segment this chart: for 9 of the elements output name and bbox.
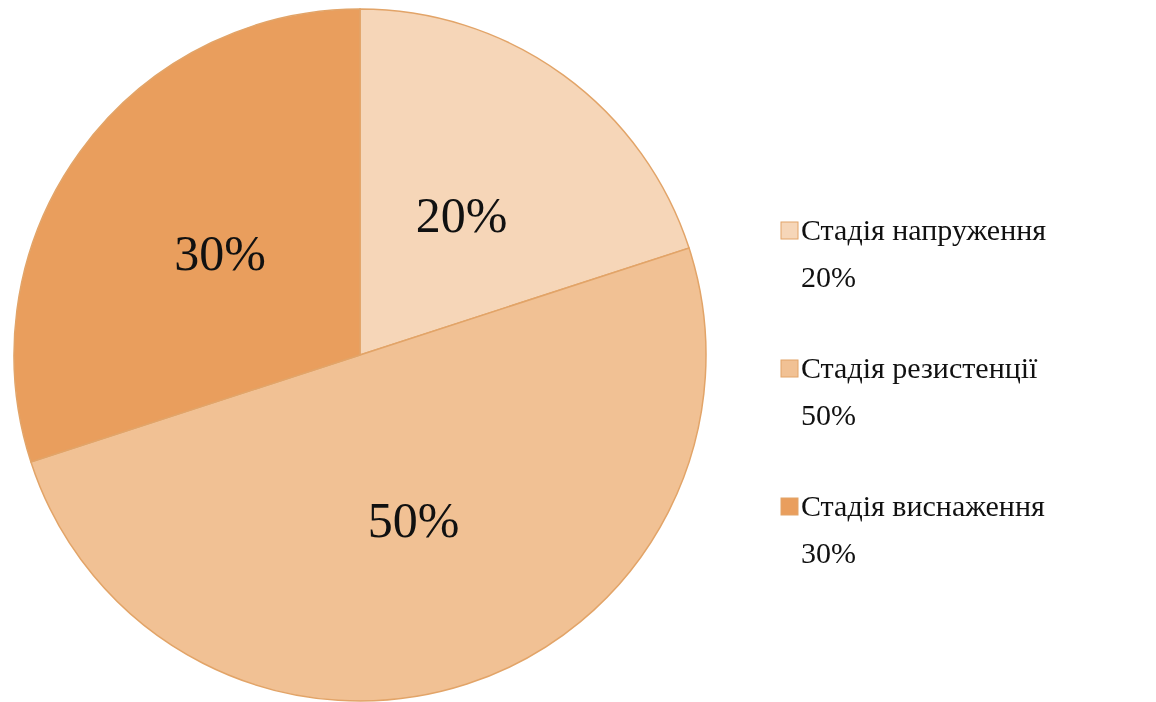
data-label: 20%: [415, 187, 508, 244]
text: 50%: [801, 398, 856, 431]
text: 20%: [801, 260, 856, 293]
legend-label: Стадія резистенції: [801, 351, 1039, 384]
legend-label: Стадія виснаження: [801, 489, 1045, 522]
data-label: 50%: [367, 491, 460, 548]
text: 30%: [801, 536, 856, 569]
legend-label: Стадія напруження: [801, 213, 1047, 246]
data-label: 30%: [174, 225, 266, 282]
